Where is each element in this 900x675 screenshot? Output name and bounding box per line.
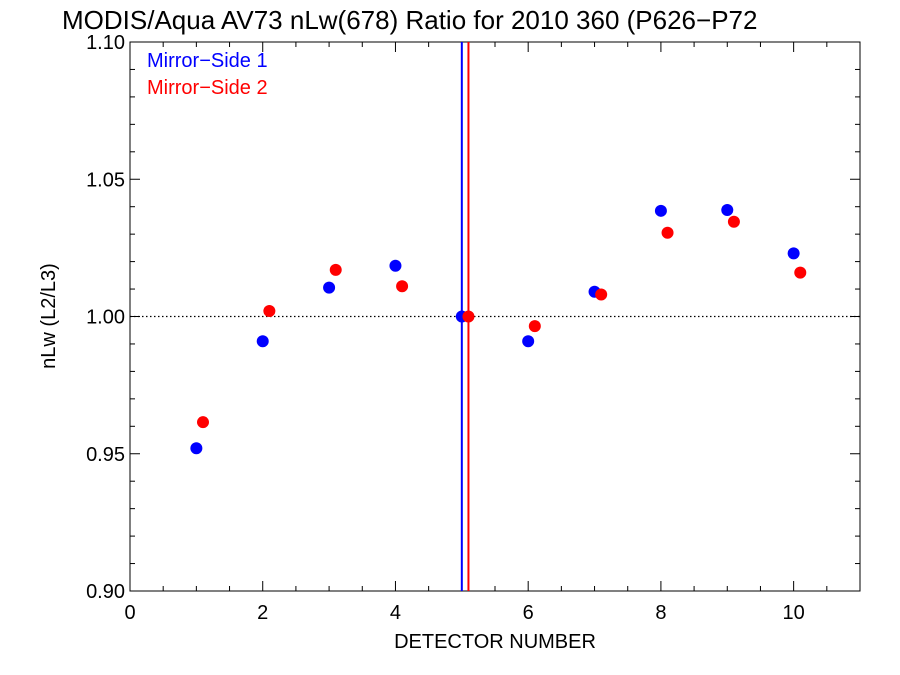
legend: Mirror−Side 1 Mirror−Side 2 (147, 50, 268, 99)
x-tick-label: 0 (124, 602, 135, 624)
mirror-side-2-point (595, 288, 608, 301)
mirror-side-2-point (263, 305, 276, 318)
y-tick-label: 1.10 (86, 32, 125, 54)
x-tick-label: 2 (257, 602, 268, 624)
x-tick-label: 8 (655, 602, 666, 624)
mirror-side-2-point (329, 263, 342, 276)
mirror-side-1-point (256, 335, 269, 348)
x-tick-label: 6 (523, 602, 534, 624)
legend-entry-mirror-side-2: Mirror−Side 2 (147, 77, 268, 99)
mirror-side-1-point (190, 442, 203, 455)
data-points (190, 203, 807, 455)
x-axis-label: DETECTOR NUMBER (394, 631, 596, 653)
y-axis-label: nLw (L2/L3) (38, 263, 60, 369)
mirror-side-2-point (661, 226, 674, 239)
mirror-side-1-point (787, 247, 800, 260)
chart-title: MODIS/Aqua AV73 nLw(678) Ratio for 2010 … (62, 5, 757, 35)
axis-ticks: 0 2 4 6 8 10 0.90 0.95 1.00 1.05 1.10 (86, 32, 861, 624)
mirror-side-1-point (721, 203, 734, 216)
mirror-side-2-point (528, 320, 541, 333)
y-tick-label: 0.95 (86, 444, 125, 466)
mirror-side-2-point (396, 280, 409, 293)
y-tick-label: 0.90 (86, 581, 125, 603)
mirror-side-1-point (522, 335, 535, 348)
mirror-side-2-point (727, 215, 740, 228)
mirror-side-2-point (794, 266, 807, 279)
x-tick-label: 10 (783, 602, 805, 624)
y-tick-label: 1.05 (86, 169, 125, 191)
mirror-side-2-point (197, 416, 209, 429)
mirror-side-2-point (462, 310, 475, 323)
mirror-side-1-point (323, 281, 336, 294)
y-tick-label: 1.00 (86, 307, 125, 329)
mirror-side-1-point (654, 204, 667, 217)
x-tick-label: 4 (390, 602, 401, 624)
legend-entry-mirror-side-1: Mirror−Side 1 (147, 50, 268, 72)
mirror-side-1-point (389, 259, 402, 272)
